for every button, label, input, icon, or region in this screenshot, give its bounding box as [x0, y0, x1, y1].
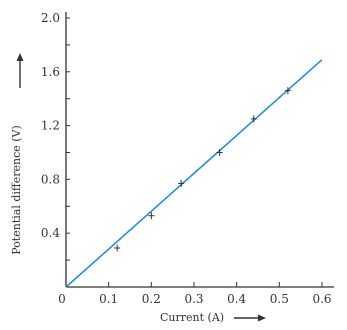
x-tick-label: 0.6: [312, 292, 331, 306]
y-tick-label: 0.4: [41, 226, 60, 240]
data-point: [250, 115, 257, 123]
x-tick-label: 0.3: [184, 292, 203, 306]
data-points: [114, 87, 291, 252]
x-axis-label: Current (A): [160, 311, 224, 324]
y-tick-label: 1.6: [41, 65, 60, 79]
data-point: [114, 244, 121, 252]
x-tick-label: 0.5: [270, 292, 289, 306]
data-point: [216, 149, 223, 156]
x-tick-label: 0.2: [142, 292, 161, 306]
x-tick-label: 0.4: [227, 292, 246, 306]
series-line: [65, 59, 323, 288]
fit-line-group: [65, 59, 323, 288]
y-tick-label: 2.0: [41, 11, 60, 25]
y-tick-label: 1.2: [41, 119, 60, 133]
y-tick-label: 0.8: [41, 172, 60, 186]
y-axis-arrow-icon: [16, 53, 24, 88]
y-axis-label: Potential difference (V): [10, 125, 23, 255]
x-tick-label: 0.1: [99, 292, 118, 306]
x-axis-arrow-icon: [234, 314, 266, 322]
data-point: [178, 179, 185, 187]
axes: [65, 12, 334, 288]
data-point: [148, 212, 155, 220]
origin-label: 0: [58, 292, 66, 306]
ticks: 0.1 0.2 0.3 0.4 0.5 0.6 0.4 0.8 1.2 1.6 2.0: [41, 11, 332, 306]
data-point: [284, 87, 291, 95]
